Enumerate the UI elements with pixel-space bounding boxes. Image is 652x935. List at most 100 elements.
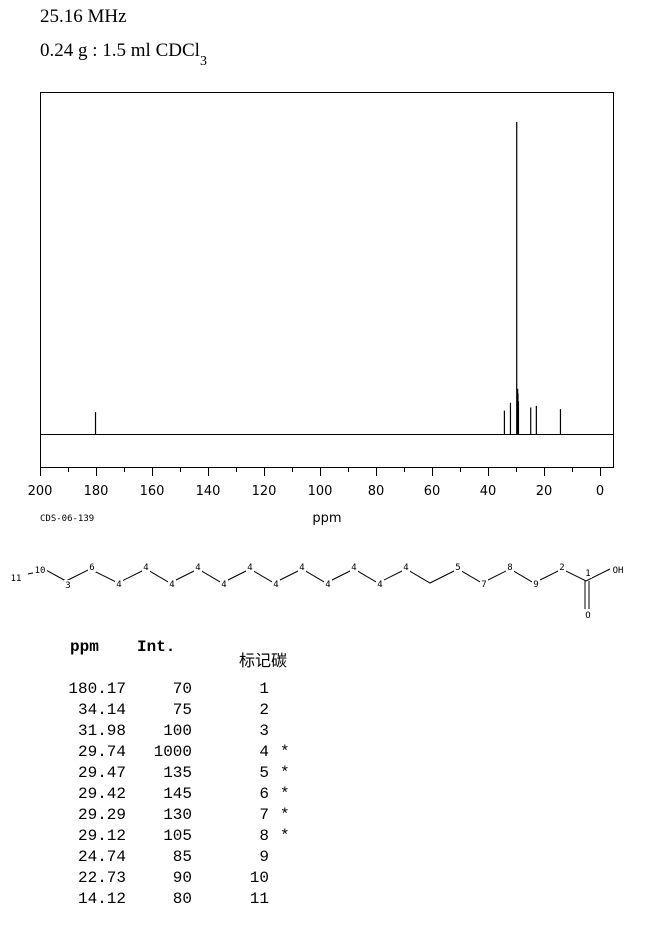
table-cell-int: 75 (172, 701, 192, 719)
atom-label: 4 (273, 580, 278, 590)
atom-label-bg (298, 562, 306, 572)
atom-label-bg (33, 565, 47, 575)
sample-label: 0.24 g : 1.5 ml CDCl3 (40, 40, 207, 69)
table-cell-int: 1000 (153, 743, 192, 761)
table-cell-ppm: 31.98 (77, 722, 126, 740)
atom-label: 4 (351, 563, 356, 573)
atom-label-bg (584, 610, 592, 620)
atom-label-bg (9, 573, 23, 583)
x-tick-label: 0 (596, 484, 604, 499)
x-tick-label: 40 (480, 484, 497, 499)
atom-label-bg (454, 562, 462, 572)
x-tick-label: 60 (424, 484, 441, 499)
col-header-int: Int. (137, 638, 176, 656)
table-cell-carbon: 5 (259, 764, 269, 782)
table-cell-ppm: 22.73 (77, 869, 126, 887)
atom-label: 4 (299, 563, 304, 573)
table-cell-int: 135 (163, 764, 192, 782)
x-tick-label: 100 (308, 484, 333, 499)
nmr-spectrum: 200 180 160 140 120 100 80 60 40 20 0 ppm CDS-06-1… (28, 92, 614, 526)
sample-subscript: 3 (199, 54, 207, 69)
atom-label: OH (613, 566, 624, 576)
col-header-carbon: 标记碳 (239, 651, 288, 670)
atom-label-bg (584, 568, 592, 578)
atom-label-bg (532, 579, 540, 589)
atom-label-bg (480, 579, 488, 589)
table-cell-int: 85 (172, 848, 192, 866)
atom-label: 4 (325, 580, 330, 590)
table-cell-ppm: 29.47 (77, 764, 126, 782)
table-cell-int: 90 (172, 869, 192, 887)
axis-ticks (40, 468, 601, 476)
table-cell-carbon: 2 (259, 701, 269, 719)
table-cell-int: 130 (163, 806, 192, 824)
atom-label: 3 (65, 581, 70, 591)
table-cell-mark: * (280, 785, 290, 803)
table-cell-ppm: 29.42 (77, 785, 126, 803)
table-cell-ppm: 29.29 (77, 806, 126, 824)
table-cell-ppm: 24.74 (77, 848, 126, 866)
axis-tick-labels: 200 180 160 140 120 100 80 60 40 20 0 (28, 484, 605, 499)
atom-label-bg (220, 579, 228, 589)
atom-label-bg (558, 562, 566, 572)
x-tick-label: 120 (252, 484, 277, 499)
table-cell-int: 70 (172, 680, 192, 698)
atom-label: 1 (585, 569, 590, 579)
table-cell-ppm: 34.14 (77, 701, 126, 719)
atom-label-bg (168, 579, 176, 589)
x-tick-label: 80 (368, 484, 385, 499)
x-tick-label: 180 (84, 484, 109, 499)
x-axis-label: ppm (312, 511, 341, 526)
atom-label: 4 (403, 563, 408, 573)
x-tick-label: 140 (196, 484, 221, 499)
col-header-ppm: ppm (70, 638, 99, 656)
atom-label: 4 (116, 580, 121, 590)
table-cell-carbon: 10 (249, 869, 269, 887)
atom-label: 9 (533, 580, 538, 590)
atom-label: 4 (143, 563, 148, 573)
table-cell-int: 100 (163, 722, 192, 740)
table-cell-int: 145 (163, 785, 192, 803)
atom-label-bg (350, 562, 358, 572)
table-cell-carbon: 7 (259, 806, 269, 824)
table-cell-mark: * (280, 827, 290, 845)
table-cell-carbon: 3 (259, 722, 269, 740)
table-cell-ppm: 180.17 (68, 680, 126, 698)
atom-label: 8 (507, 563, 512, 573)
plot-frame (40, 92, 614, 468)
atom-label: 4 (377, 580, 382, 590)
table-cell-carbon: 11 (249, 890, 269, 908)
code-label: CDS-06-139 (40, 514, 94, 524)
atom-label-bg (324, 579, 332, 589)
atom-labels: 11 10 3 6 4 4 4 4 4 4 4 4 4 4 4 4 5 7 8 9 2 1 OH O (9, 562, 625, 621)
table-cell-ppm: 14.12 (77, 890, 126, 908)
x-tick-label: 160 (140, 484, 165, 499)
table-cell-mark: * (280, 806, 290, 824)
table-cell-carbon: 8 (259, 827, 269, 845)
atom-label-bg (88, 562, 96, 572)
table-cell-carbon: 6 (259, 785, 269, 803)
atom-label: 11 (11, 574, 22, 584)
frequency-label: 25.16 MHz (40, 6, 127, 27)
atom-label-bg (115, 579, 123, 589)
atom-label: 7 (481, 580, 486, 590)
x-tick-label: 200 (28, 484, 53, 499)
table-cell-mark: * (280, 743, 290, 761)
atom-label: O (585, 611, 590, 621)
atom-label-bg (246, 562, 254, 572)
atom-label: 4 (169, 580, 174, 590)
atom-label-bg (611, 565, 625, 575)
sample-prefix: 0.24 g : 1.5 ml CDCl (40, 40, 200, 61)
atom-label-bg (64, 580, 72, 590)
atom-label-bg (142, 562, 150, 572)
table-cell-ppm: 29.74 (77, 743, 126, 761)
atom-label: 4 (221, 580, 226, 590)
peak-group (94, 122, 562, 434)
atom-label: 4 (247, 563, 252, 573)
atom-label: 5 (455, 563, 460, 573)
atom-label-bg (402, 562, 410, 572)
atom-label-bg (376, 579, 384, 589)
table-cell-carbon: 9 (259, 848, 269, 866)
atom-label-bg (506, 562, 514, 572)
molecule-structure: 11 10 3 6 4 4 4 4 4 4 4 4 4 4 4 4 5 7 8 9 2 1 OH O (9, 562, 625, 621)
